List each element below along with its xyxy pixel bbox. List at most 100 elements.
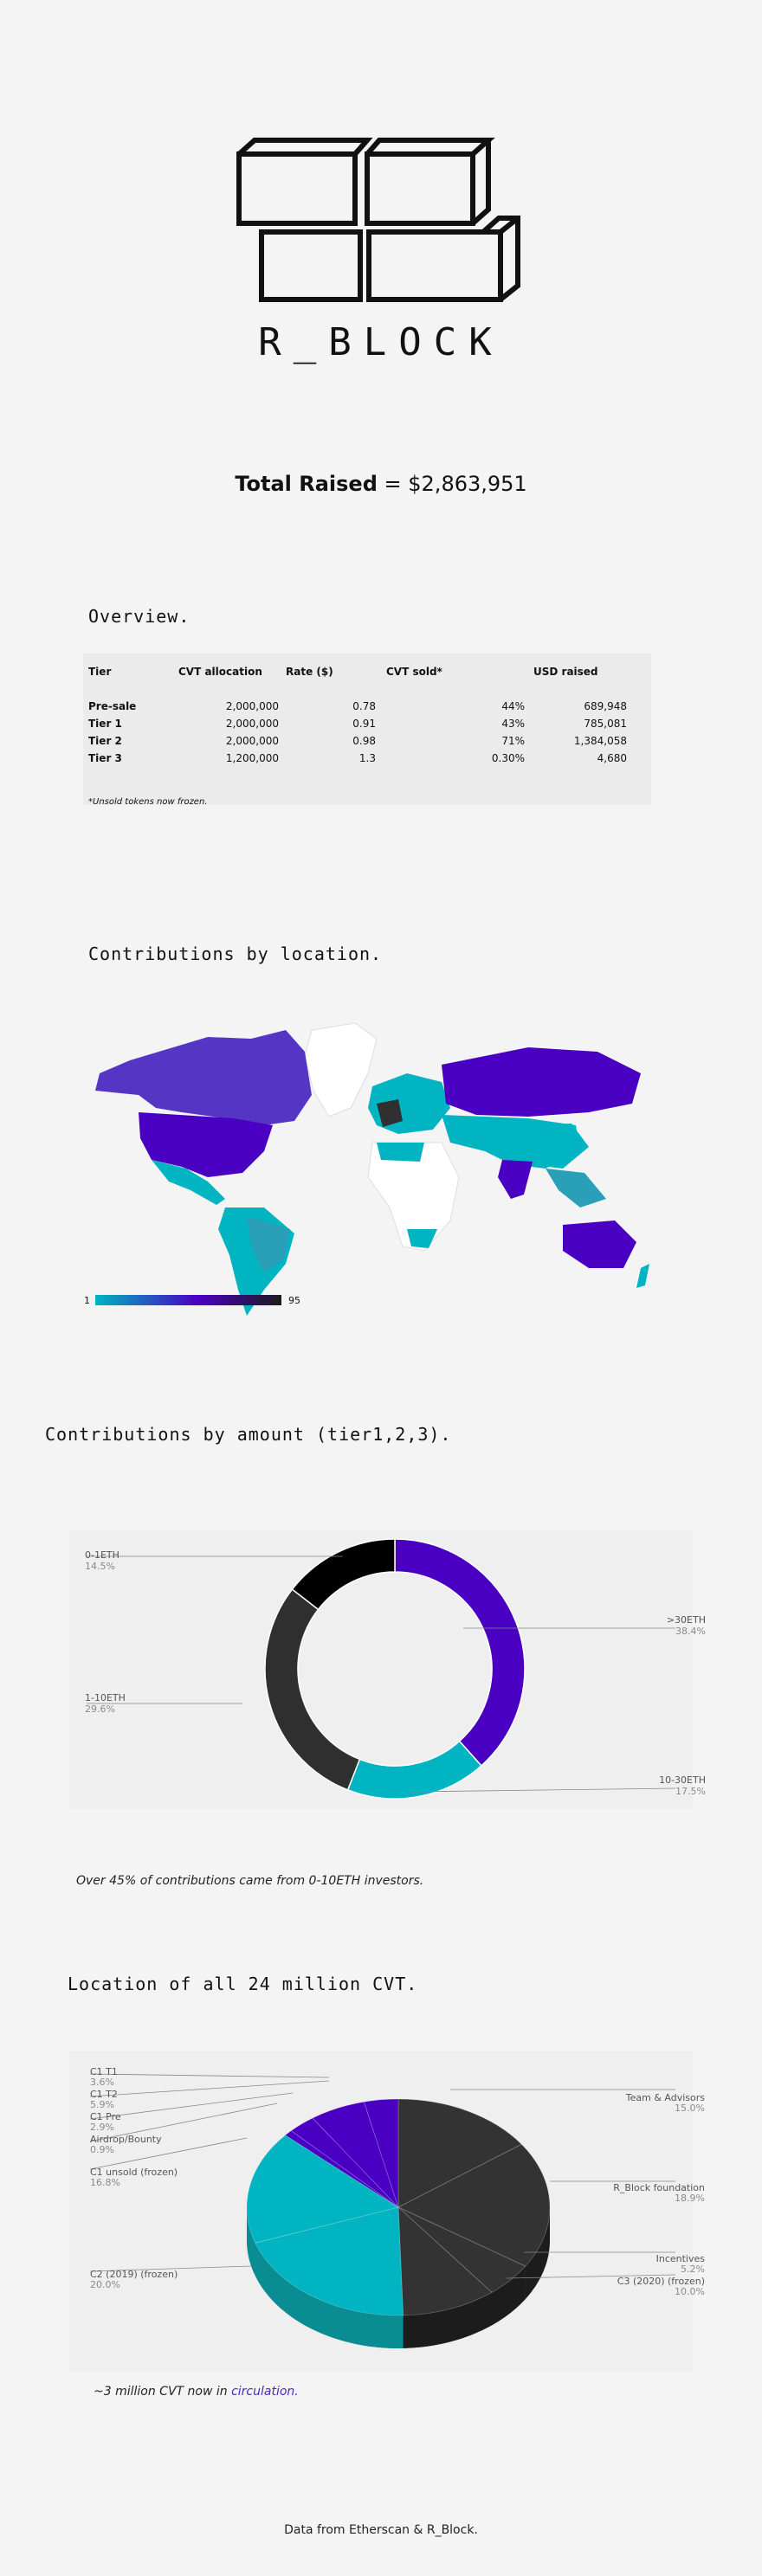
donut-label-value: 14.5% <box>85 1561 115 1572</box>
pie-label-name: C1 T1 <box>90 2066 118 2077</box>
table-row: Tier 3 1,200,000 1.3 0.30% 4,680 <box>83 752 651 770</box>
pie-slice <box>397 2206 526 2293</box>
map-region-africa <box>367 1142 460 1252</box>
donut-label-over-30eth: >30ETH 38.4% <box>667 1614 706 1637</box>
pie-label-name: Incentives <box>655 2253 705 2264</box>
overview-title: Overview. <box>88 606 190 627</box>
leader-line <box>89 2137 248 2170</box>
donut-slice <box>264 1588 361 1791</box>
map-legend-gradient <box>95 1295 281 1305</box>
header-allocation: CVT allocation <box>178 666 262 678</box>
overview-note: *Unsold tokens now frozen. <box>88 797 208 807</box>
pie-label-c3: C3 (2020) (frozen) 10.0% <box>617 2277 705 2297</box>
leader-line <box>89 2080 330 2097</box>
pie-slice-side <box>247 2207 255 2277</box>
donut-slice <box>346 1740 482 1800</box>
map-region-australia <box>563 1220 636 1268</box>
donut-label-name: 1-10ETH <box>85 1692 126 1703</box>
header-usd: USD raised <box>533 666 598 678</box>
tier-cell: Pre-sale <box>88 700 137 712</box>
circulation-link[interactable]: circulation. <box>231 2385 299 2399</box>
pie-label-c1-unsold: C1 unsold (frozen) 16.8% <box>90 2167 178 2188</box>
pie3d-chart <box>89 2073 676 2348</box>
pie-label-incentives: Incentives 5.2% <box>656 2254 705 2275</box>
pie-label-name: C1 T2 <box>90 2089 118 2100</box>
pie-label-c1-pre: C1 Pre 2.9% <box>90 2112 121 2133</box>
pie-label-name: C3 (2020) (frozen) <box>617 2276 705 2287</box>
usd-cell: 689,948 <box>584 700 627 712</box>
pie-slice-side <box>255 2243 404 2348</box>
sold-cell: 71% <box>501 735 525 747</box>
total-raised-label: Total Raised <box>235 472 378 496</box>
allocation-cell: 2,000,000 <box>225 700 279 712</box>
tier-cell: Tier 1 <box>88 718 122 730</box>
table-row: Tier 1 2,000,000 0.91 43% 785,081 <box>83 718 651 735</box>
pie-label-value: 5.2% <box>681 2264 705 2275</box>
leader-line <box>89 2103 278 2142</box>
total-raised-value: = $2,863,951 <box>384 472 527 496</box>
donut-label-0-1eth: 0-1ETH 14.5% <box>85 1549 119 1572</box>
allocation-cell: 2,000,000 <box>225 735 279 747</box>
total-raised: Total Raised = $2,863,951 <box>0 472 762 496</box>
map-legend-max: 95 <box>288 1295 300 1306</box>
leader-line <box>89 2265 252 2272</box>
donut-label-1-10eth: 1-10ETH 29.6% <box>85 1692 126 1715</box>
pie-label-c1-t2: C1 T2 5.9% <box>90 2090 118 2110</box>
header-tier: Tier <box>88 666 112 678</box>
pie-label-value: 2.9% <box>90 2122 114 2133</box>
pie-label-value: 18.9% <box>675 2193 705 2204</box>
map-region-greenland <box>304 1022 378 1117</box>
pie-label-name: Team & Advisors <box>625 2092 705 2103</box>
pie-slice <box>397 2098 523 2208</box>
pie-slice <box>284 2130 399 2208</box>
map-region-north-africa <box>377 1143 424 1162</box>
pie-label-value: 3.6% <box>90 2077 114 2088</box>
pie-label-value: 0.9% <box>90 2144 114 2155</box>
pie-slice-side <box>525 2207 550 2300</box>
pie-label-c2: C2 (2019) (frozen) 20.0% <box>90 2270 178 2290</box>
pie-label-team: Team & Advisors 15.0% <box>626 2093 705 2114</box>
pie-label-value: 15.0% <box>675 2103 705 2114</box>
map-region-usa <box>139 1112 273 1177</box>
map-region-brazil <box>247 1216 290 1272</box>
cvt-caption: ~3 million CVT now in circulation. <box>94 2385 299 2399</box>
pie-label-name: R_Block foundation <box>613 2182 705 2193</box>
map-region-western-europe <box>377 1099 403 1127</box>
usd-cell: 1,384,058 <box>573 735 627 747</box>
map-region-canada <box>95 1030 312 1125</box>
usd-cell: 785,081 <box>584 718 627 730</box>
footer-note: Data from Etherscan & R_Block. <box>284 2523 478 2537</box>
overview-table: Tier CVT allocation Rate ($) CVT sold* U… <box>83 654 651 807</box>
pie-slice <box>397 2143 551 2267</box>
rate-cell: 0.98 <box>352 735 376 747</box>
pie-label-name: Airdrop/Bounty <box>90 2134 162 2145</box>
donut-label-name: 10-30ETH <box>659 1774 706 1786</box>
map-region-southeast-asia <box>546 1169 606 1208</box>
map-legend-min: 1 <box>84 1295 90 1306</box>
amount-caption: Over 45% of contributions came from 0-10… <box>76 1874 424 1888</box>
sold-cell: 0.30% <box>491 752 525 764</box>
pie-label-value: 20.0% <box>90 2279 120 2290</box>
tier-cell: Tier 2 <box>88 735 122 747</box>
pie-slice-side <box>403 2292 492 2348</box>
leader-line <box>89 2092 294 2120</box>
allocation-cell: 2,000,000 <box>225 718 279 730</box>
donut-label-name: >30ETH <box>666 1614 706 1626</box>
pie-slice <box>255 2206 404 2316</box>
pie-slice-side <box>491 2266 526 2326</box>
pie-label-value: 10.0% <box>675 2286 705 2297</box>
header-rate: Rate ($) <box>286 666 333 678</box>
table-row: Tier 2 2,000,000 0.98 71% 1,384,058 <box>83 735 651 752</box>
pie-label-airdrop: Airdrop/Bounty 0.9% <box>90 2135 162 2155</box>
pie-slice <box>312 2101 399 2208</box>
map-region-china <box>511 1124 589 1169</box>
map-region-russia <box>442 1047 641 1117</box>
r-block-logo <box>236 138 520 302</box>
pie-slice <box>363 2098 399 2208</box>
pie-label-name: C1 unsold (frozen) <box>90 2167 178 2178</box>
rate-cell: 0.91 <box>352 718 376 730</box>
table-row: Pre-sale 2,000,000 0.78 44% 689,948 <box>83 700 651 718</box>
pie-label-c1-t1: C1 T1 3.6% <box>90 2067 118 2088</box>
brand-name: R_BLOCK <box>258 320 504 364</box>
pie-slice <box>246 2135 400 2244</box>
